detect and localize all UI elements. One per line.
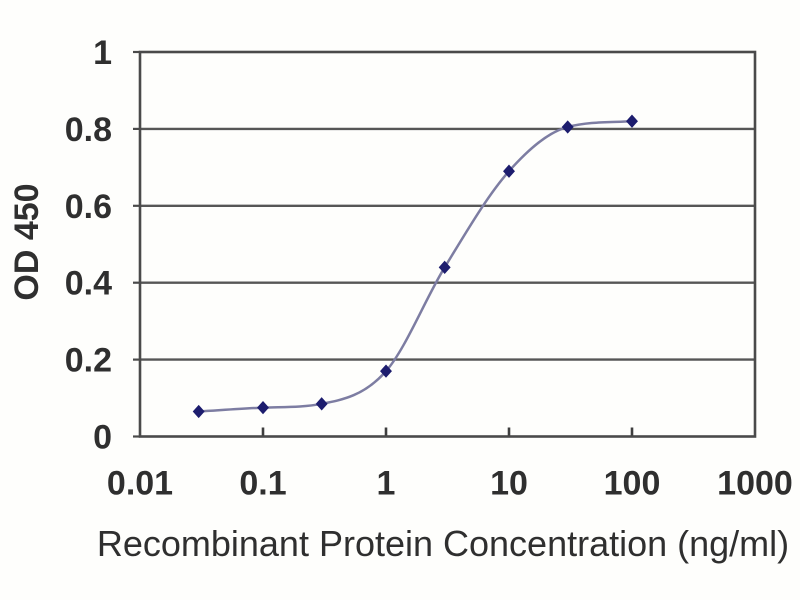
y-axis-title: OD 450	[8, 183, 46, 301]
data-point-marker	[626, 114, 638, 128]
data-point-marker	[257, 401, 269, 415]
x-axis-title: Recombinant Protein Concentration (ng/ml…	[96, 523, 790, 564]
data-point-marker	[503, 164, 515, 178]
y-tick-label: 0.8	[65, 111, 112, 149]
x-tick-label: 0.1	[239, 465, 286, 503]
curve-line	[197, 119, 634, 413]
data-point-marker	[192, 404, 205, 419]
plot-frame	[138, 50, 757, 438]
y-tick-label: 0.4	[65, 265, 112, 303]
y-tick-label: 0.2	[65, 342, 112, 380]
x-tick-label: 0.01	[107, 465, 173, 503]
data-point-marker	[438, 260, 451, 274]
x-tick-label: 1	[377, 465, 396, 503]
data-point-marker	[380, 364, 392, 378]
y-tick-label: 0	[93, 419, 112, 457]
data-point-marker	[315, 397, 328, 411]
y-tick-label: 0.6	[65, 188, 112, 226]
data-point-marker	[561, 120, 574, 134]
y-tick-label: 1	[93, 34, 112, 72]
x-tick-label: 1000	[717, 465, 793, 503]
x-tick-label: 100	[604, 465, 661, 503]
x-tick-label: 10	[490, 465, 528, 503]
